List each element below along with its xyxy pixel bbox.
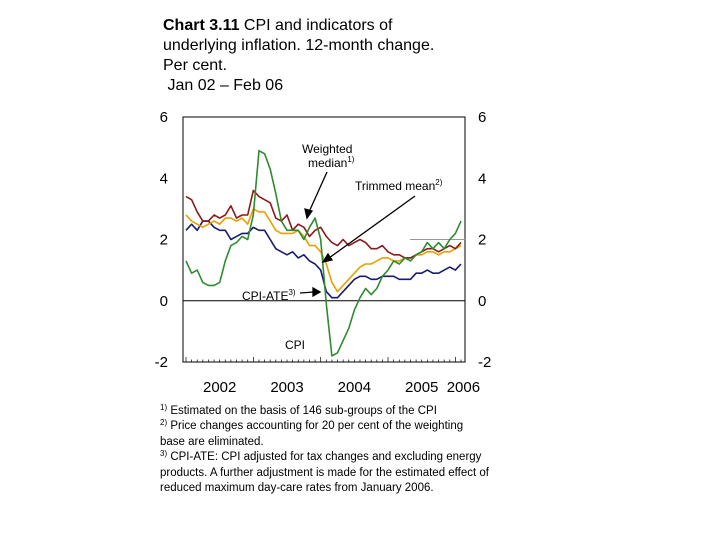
title-line-4: Jan 02 – Feb 06 [163, 77, 284, 94]
arrowhead-trimmed-mean [321, 252, 334, 263]
label-trimmed-mean: Trimmed mean2) [355, 178, 443, 193]
label-weighted: Weighted [302, 142, 352, 156]
y-tick-left: 4 [160, 170, 168, 187]
x-tick-label: 2005 [405, 379, 438, 396]
arrow-cpi-ate [299, 291, 315, 294]
label-cpi: CPI [285, 338, 305, 352]
y-tick-right: -2 [478, 354, 491, 371]
y-tick-right: 4 [478, 170, 486, 187]
footnote-2: 2) Price changes accounting for 20 per c… [160, 418, 464, 448]
label-median: median1) [308, 155, 355, 170]
series-line-cpi [185, 149, 462, 357]
x-tick-label: 2002 [203, 379, 236, 396]
x-minor-ticks [185, 357, 462, 362]
y-tick-left: 0 [160, 293, 168, 310]
y-tick-right: 2 [478, 232, 486, 249]
chart-title: Chart 3.11 CPI and indicators of underly… [163, 16, 503, 96]
x-tick-label: 2003 [270, 379, 303, 396]
label-cpi-ate: CPI-ATE3) [242, 288, 296, 303]
y-tick-left: 2 [160, 232, 168, 249]
chart-number: Chart 3.11 [163, 17, 240, 34]
arrowhead-cpi-ate [312, 286, 322, 298]
arrow-weighted-median [308, 171, 328, 213]
series-layer [185, 149, 462, 357]
title-line-3: Per cent. [163, 57, 228, 74]
footnote-3: 3) CPI-ATE: CPI adjusted for tax changes… [160, 449, 489, 495]
x-tick-label: 2004 [338, 379, 371, 396]
y-tick-right: 6 [478, 109, 486, 126]
arrow-trimmed-mean [328, 195, 416, 259]
title-line-1: CPI and indicators of [239, 17, 393, 34]
x-tick-label: 2006 [447, 379, 480, 396]
y-tick-left: -2 [155, 354, 168, 371]
annotation-arrows [299, 171, 416, 298]
y-tick-right: 0 [478, 293, 486, 310]
footnotes: 1) Estimated on the basis of 146 sub-gro… [160, 404, 490, 496]
footnote-1: 1) Estimated on the basis of 146 sub-gro… [160, 403, 437, 418]
tick-layer: 6 4 2 0 -2 6 4 2 0 -2 2002 2003 2004 2005 2006 [155, 109, 492, 396]
y-tick-left: 6 [160, 109, 168, 126]
series-line-weighted-median [185, 189, 462, 259]
arrowhead-weighted-median [304, 208, 314, 220]
title-line-2: underlying inflation. 12-month change. [163, 37, 435, 54]
